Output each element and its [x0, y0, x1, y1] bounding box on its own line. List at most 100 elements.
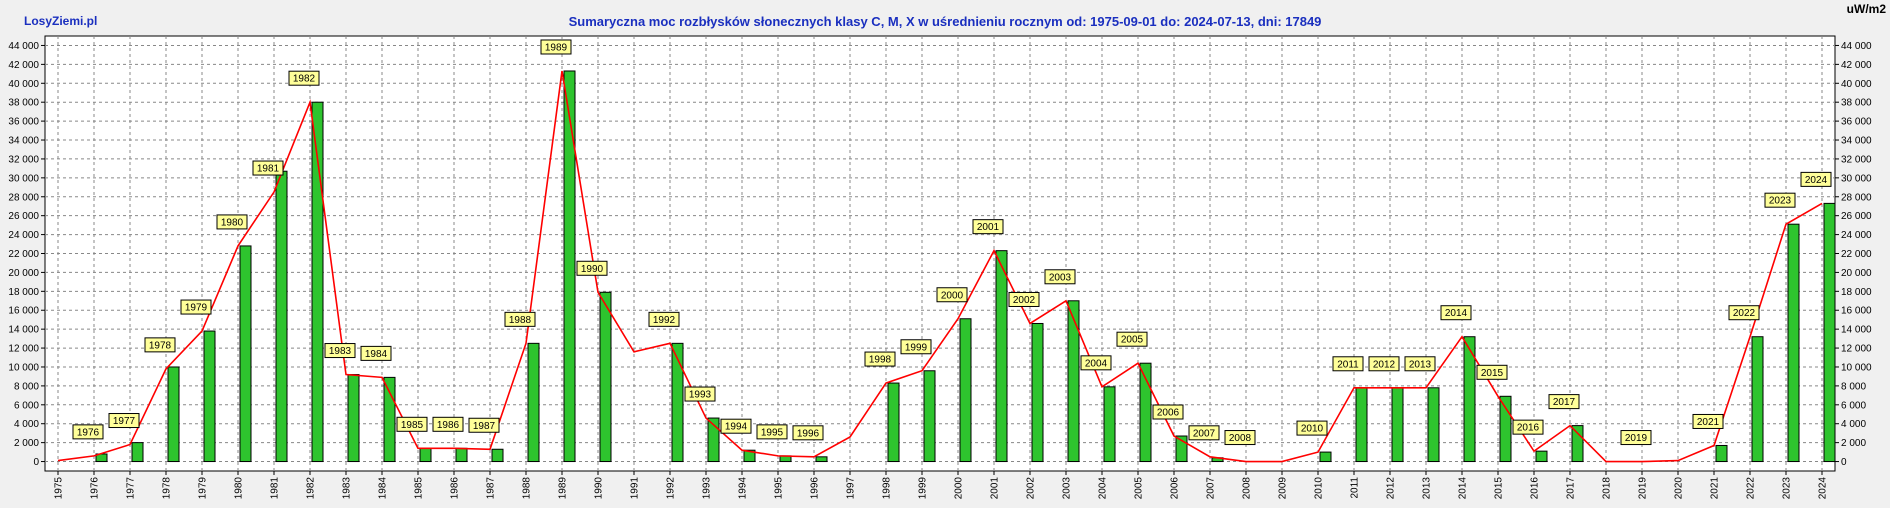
x-tick-label: 2014	[1458, 477, 1469, 500]
data-label-1993: 1993	[684, 386, 716, 402]
y-tick-label: 8 000	[1841, 381, 1866, 392]
bar-2023	[1787, 223, 1800, 463]
data-label-1979: 1979	[180, 299, 212, 315]
bar-2003	[1067, 300, 1080, 463]
data-label-2016: 2016	[1512, 419, 1544, 435]
site-logo[interactable]: LosyZiemi.pl	[24, 14, 98, 28]
x-tick-label: 1995	[774, 477, 785, 500]
x-tick-label: 2020	[1674, 477, 1685, 500]
x-tick-label: 1982	[306, 477, 317, 500]
data-label-2019: 2019	[1620, 430, 1652, 446]
bar-1999	[923, 370, 936, 463]
x-tick-label: 2016	[1530, 477, 1541, 500]
bar-1992	[671, 342, 684, 463]
data-label-text: 2019	[1625, 433, 1648, 444]
data-label-2010: 2010	[1296, 420, 1328, 436]
data-label-box	[864, 351, 896, 367]
y-tick-label: 16 000	[1841, 306, 1872, 317]
data-label-1976: 1976	[72, 424, 104, 440]
x-tick-label: 1980	[234, 477, 245, 500]
y-tick-label: 38 000	[8, 98, 39, 109]
data-label-2021: 2021	[1692, 413, 1724, 429]
y-tick-label: 28 000	[8, 192, 39, 203]
data-label-box	[1620, 430, 1652, 446]
data-label-1992: 1992	[648, 311, 680, 327]
data-label-text: 2021	[1697, 417, 1720, 428]
data-label-1981: 1981	[252, 160, 284, 176]
data-label-text: 1982	[293, 74, 316, 85]
y-tick-label: 36 000	[8, 117, 39, 128]
x-tick-label: 1984	[378, 477, 389, 500]
data-label-box	[684, 386, 716, 402]
data-label-text: 1978	[149, 340, 172, 351]
data-label-1990: 1990	[576, 260, 608, 276]
bar-1987	[491, 448, 504, 463]
bar-1983	[347, 374, 360, 463]
data-label-box	[144, 337, 176, 353]
chart-title: Sumaryczna moc rozbłysków słonecznych kl…	[568, 14, 1322, 29]
data-label-text: 2000	[941, 290, 964, 301]
data-label-box	[1044, 269, 1076, 285]
y-tick-label: 24 000	[1841, 230, 1872, 241]
x-tick-label: 2000	[954, 477, 965, 500]
data-label-text: 1987	[473, 421, 496, 432]
data-label-text: 2004	[1085, 358, 1108, 369]
data-label-box	[1440, 305, 1472, 321]
data-label-box	[1368, 356, 1400, 372]
data-label-text: 1983	[329, 346, 352, 357]
data-label-1995: 1995	[756, 424, 788, 440]
y-tick-label: 2 000	[14, 438, 39, 449]
data-label-box	[1404, 356, 1436, 372]
data-label-2024: 2024	[1800, 171, 1832, 187]
x-tick-label: 1993	[702, 477, 713, 500]
data-label-2022: 2022	[1728, 305, 1760, 321]
x-tick-label: 2004	[1098, 477, 1109, 500]
y-tick-label: 4 000	[1841, 419, 1866, 430]
data-label-text: 2005	[1121, 335, 1144, 346]
data-label-box	[900, 339, 932, 355]
data-label-box	[432, 416, 464, 432]
data-label-1978: 1978	[144, 337, 176, 353]
x-tick-label: 2017	[1566, 477, 1577, 500]
y-tick-label: 18 000	[8, 287, 39, 298]
data-label-box	[180, 299, 212, 315]
data-label-2015: 2015	[1476, 364, 1508, 380]
data-label-text: 2008	[1229, 433, 1252, 444]
data-label-box	[1224, 430, 1256, 446]
data-label-box	[504, 311, 536, 327]
data-label-text: 2002	[1013, 295, 1036, 306]
data-label-1984: 1984	[360, 345, 392, 361]
data-label-2007: 2007	[1188, 425, 1220, 441]
data-label-box	[252, 160, 284, 176]
data-label-2017: 2017	[1548, 394, 1580, 410]
data-label-box	[1764, 192, 1796, 208]
x-tick-label: 2001	[990, 477, 1001, 500]
x-tick-label: 2019	[1638, 477, 1649, 500]
bar-2004	[1103, 386, 1116, 463]
y-tick-label: 18 000	[1841, 287, 1872, 298]
y-tick-label: 34 000	[8, 136, 39, 147]
data-label-1977: 1977	[108, 413, 140, 429]
bar-2024	[1823, 202, 1836, 463]
data-label-1989: 1989	[540, 39, 572, 55]
data-label-1999: 1999	[900, 339, 932, 355]
data-label-box	[792, 425, 824, 441]
data-label-text: 2010	[1301, 424, 1324, 435]
x-tick-label: 1999	[918, 477, 929, 500]
trend-line	[57, 70, 1823, 463]
y-tick-label: 38 000	[1841, 98, 1872, 109]
x-tick-label: 2024	[1818, 477, 1829, 500]
x-tick-label: 1990	[594, 477, 605, 500]
x-tick-label: 1985	[414, 477, 425, 500]
y-tick-label: 28 000	[1841, 192, 1872, 203]
data-label-box	[1692, 413, 1724, 429]
data-label-text: 1980	[221, 217, 244, 228]
y-tick-label: 40 000	[1841, 79, 1872, 90]
x-tick-label: 1996	[810, 477, 821, 500]
x-tick-label: 2005	[1134, 477, 1145, 500]
bar-2017	[1571, 425, 1584, 463]
bar-1998	[887, 382, 900, 463]
bar-1977	[131, 442, 144, 463]
bar-2006	[1175, 435, 1188, 463]
x-tick-label: 1989	[558, 477, 569, 500]
